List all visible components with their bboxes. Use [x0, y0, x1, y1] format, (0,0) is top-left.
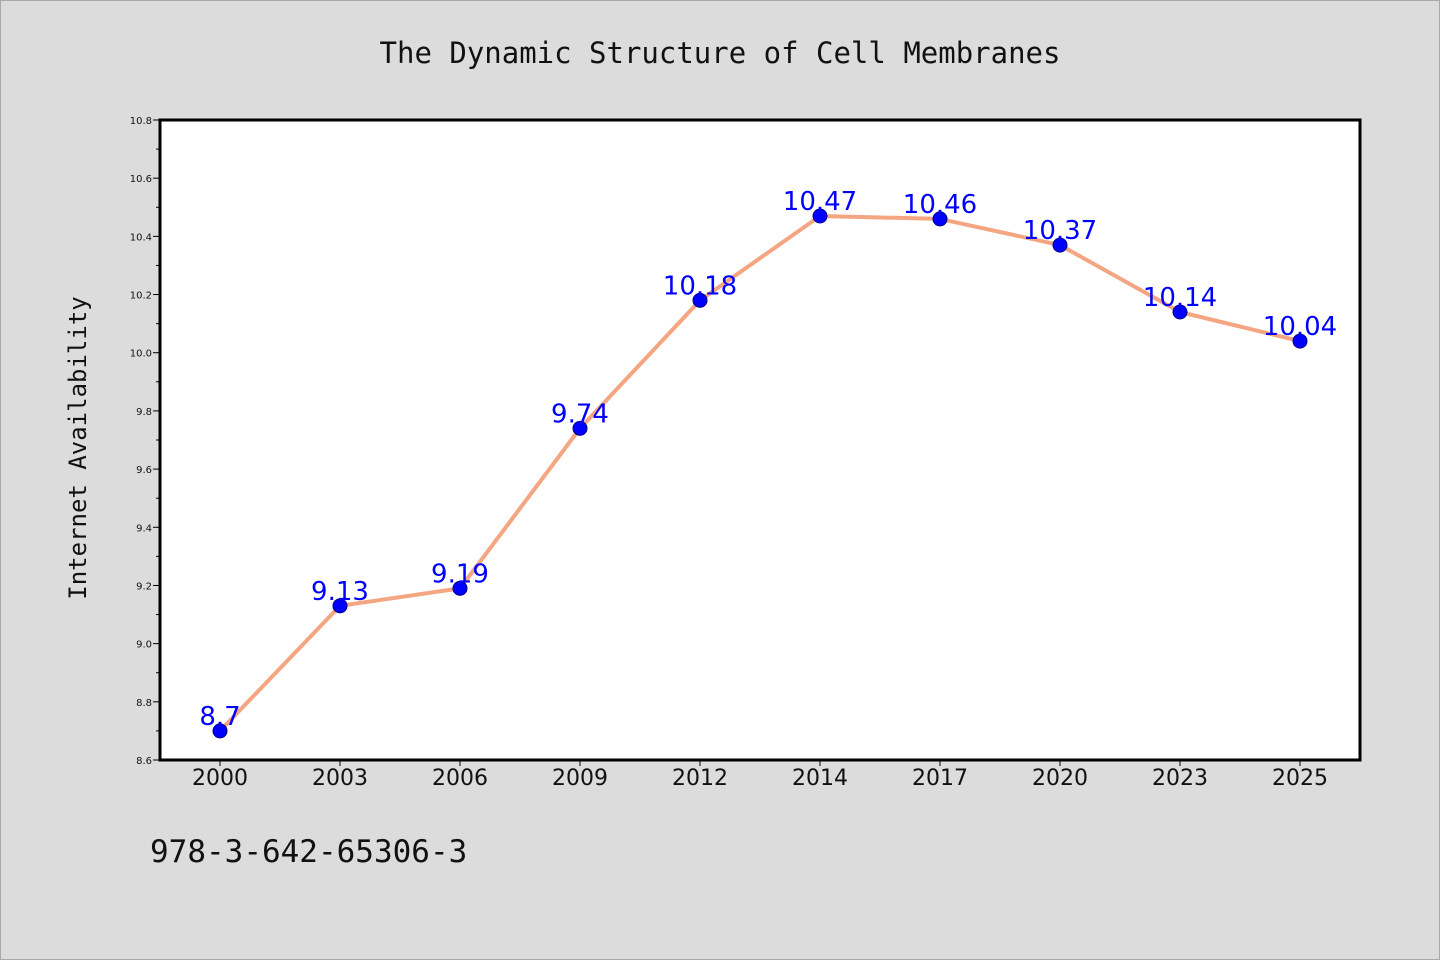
x-tick-label: 2023 — [1152, 766, 1208, 791]
data-label: 10.47 — [783, 187, 857, 217]
data-point — [1292, 333, 1308, 349]
data-label-group: 8.7 9.13 9.19 9.74 10.18 10.47 10.46 10.37 10.14… — [199, 187, 1337, 732]
data-point — [932, 211, 948, 227]
x-tick-label: 2020 — [1032, 766, 1088, 791]
data-point — [812, 208, 828, 224]
x-axis: 2000 2003 2006 2009 2012 2014 2017 2020 2023 2025 — [192, 760, 1328, 791]
y-tick-label: 8.6 — [136, 756, 152, 767]
x-tick-label: 2014 — [792, 766, 848, 791]
data-point — [1052, 237, 1068, 253]
y-tick-label: 10.4 — [130, 232, 152, 243]
data-point — [572, 420, 588, 436]
data-point — [452, 580, 468, 596]
data-label: 9.13 — [311, 577, 369, 607]
y-tick-label: 10.8 — [130, 116, 152, 127]
data-point — [1172, 304, 1188, 320]
x-tick-label: 2003 — [312, 766, 368, 791]
data-label: 10.04 — [1263, 312, 1337, 342]
chart-title: The Dynamic Structure of Cell Membranes — [380, 36, 1061, 70]
x-tick-label: 2025 — [1272, 766, 1328, 791]
marker-group — [212, 208, 1308, 739]
data-label: 10.37 — [1023, 216, 1097, 246]
y-tick-label: 9.4 — [136, 523, 152, 534]
y-tick-label: 9.2 — [136, 581, 152, 592]
data-label: 9.74 — [551, 399, 609, 429]
x-tick-label: 2017 — [912, 766, 968, 791]
y-tick-label: 8.8 — [136, 698, 152, 709]
y-tick-label: 10.6 — [130, 174, 152, 185]
data-label: 10.18 — [663, 271, 737, 301]
y-tick-label: 10.2 — [130, 291, 152, 302]
x-tick-label: 2009 — [552, 766, 608, 791]
data-point — [212, 723, 228, 739]
data-point — [332, 598, 348, 614]
y-tick-label: 9.6 — [136, 465, 152, 476]
data-point — [692, 292, 708, 308]
data-label: 10.14 — [1143, 283, 1217, 313]
series-line — [218, 214, 1302, 733]
y-tick-label: 9.0 — [136, 640, 152, 651]
x-tick-label: 2000 — [192, 766, 248, 791]
series-line-group — [218, 214, 1302, 733]
x-tick-label: 2006 — [432, 766, 488, 791]
data-label: 9.19 — [431, 559, 489, 589]
y-axis-label: Internet Availability — [64, 296, 92, 599]
x-tick-label: 2012 — [672, 766, 728, 791]
y-axis: 8.6 8.8 9.0 9.2 9.4 9.6 9.8 10.0 10.2 10.4 10.6 10.… — [130, 116, 160, 767]
data-label: 10.46 — [903, 190, 977, 220]
y-tick-label: 9.8 — [136, 407, 152, 418]
data-label: 8.7 — [199, 702, 240, 732]
y-tick-label: 10.0 — [130, 349, 152, 360]
footer-code: 978-3-642-65306-3 — [150, 834, 468, 870]
plot-area — [158, 118, 1362, 762]
